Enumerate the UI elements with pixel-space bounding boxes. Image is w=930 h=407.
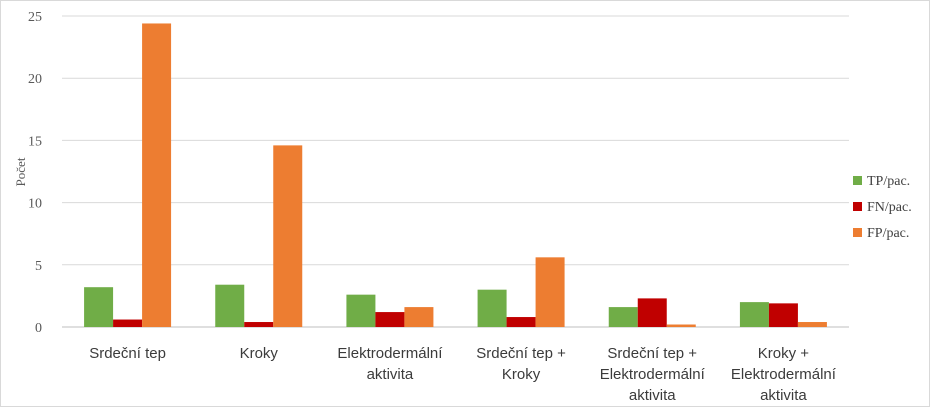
legend-swatch: [853, 228, 862, 237]
bar-fn-pac: [768, 303, 798, 327]
bar-fp-pac: [404, 307, 434, 327]
bar-tp-pac: [346, 294, 376, 327]
bar-fp-pac: [273, 145, 303, 327]
bar-tp-pac: [477, 289, 507, 327]
y-tick-label: 10: [28, 197, 42, 212]
bar-fp-pac: [666, 324, 696, 327]
bar-tp-pac: [84, 287, 114, 327]
legend-swatch: [853, 176, 862, 185]
bar-fp-pac: [142, 23, 172, 328]
legend-label: FN/pac.: [867, 200, 912, 215]
y-tick-label: 25: [28, 10, 42, 25]
legend-label: FP/pac.: [867, 226, 909, 241]
x-axis-labels: Srdeční tep Kroky Elektrodermální aktivita S…: [89, 345, 837, 404]
bars: [84, 23, 827, 328]
y-tick-label: 0: [35, 321, 42, 336]
y-tick-label: 5: [35, 259, 42, 274]
category-label: Srdeční tep: [89, 345, 166, 362]
category-label: Srdeční tep + Kroky: [476, 345, 566, 383]
bar-fn-pac: [637, 298, 667, 327]
category-label: Kroky: [240, 345, 279, 362]
legend-swatch: [853, 202, 862, 211]
category-label: Kroky + Elektrodermální aktivita: [731, 345, 837, 404]
y-axis-ticks: 0 5 10 15 20 25: [28, 10, 42, 336]
y-axis-title: Počet: [13, 157, 28, 186]
category-label: Srdeční tep + Elektrodermální aktivita: [600, 345, 706, 404]
bar-fn-pac: [506, 317, 536, 327]
y-tick-label: 20: [28, 72, 42, 87]
bar-fp-pac: [535, 257, 565, 327]
y-tick-label: 15: [28, 134, 42, 149]
bar-fp-pac: [797, 322, 827, 327]
legend: TP/pac. FN/pac. FP/pac.: [853, 174, 912, 241]
bar-tp-pac: [215, 284, 245, 327]
bar-tp-pac: [608, 307, 638, 327]
legend-label: TP/pac.: [867, 174, 910, 189]
gridlines: [62, 15, 849, 328]
bar-fn-pac: [244, 322, 274, 327]
bar-fn-pac: [375, 312, 405, 327]
bar-fn-pac: [113, 319, 143, 327]
category-label: Elektrodermální aktivita: [337, 345, 443, 383]
bar-tp-pac: [739, 302, 769, 327]
